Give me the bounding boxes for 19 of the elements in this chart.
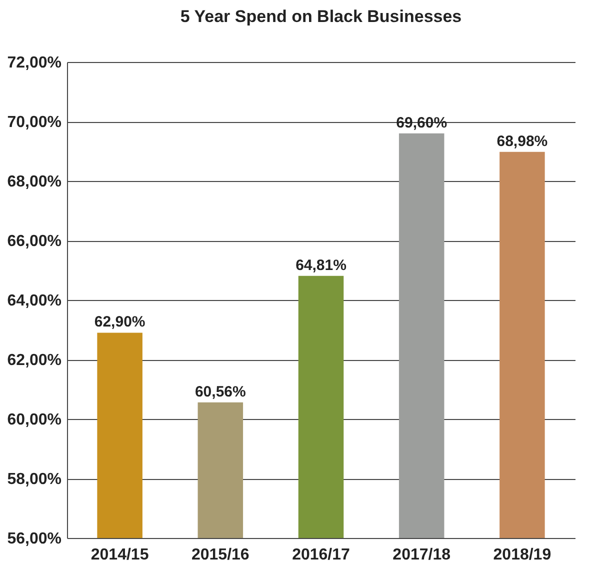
x-tick-label: 2014/15 [90,546,149,564]
y-tick-label: 70,00% [7,114,62,131]
x-tick-label: 2017/18 [392,546,451,564]
y-tick-label: 62,00% [7,352,62,369]
data-label: 62,90% [94,314,146,331]
data-label: 60,56% [194,383,246,400]
data-label: 68,98% [496,132,548,150]
chart-title: 5 Year Spend on Black Businesses [180,7,462,26]
y-tick-label: 56,00% [7,530,62,548]
y-tick-label: 60,00% [7,412,62,428]
y-tick-label: 72,00% [7,54,62,72]
y-tick-label: 68,00% [7,174,62,190]
data-label: 64,81% [296,256,346,274]
y-tick-label: 66,00% [7,233,62,250]
y-tick-label: 64,00% [7,292,62,310]
y-tick-label: 58,00% [7,471,62,488]
x-tick-label: 2015/16 [191,546,250,564]
x-tick-label: 2016/17 [292,546,350,564]
x-tick-label: 2018/19 [493,546,552,564]
